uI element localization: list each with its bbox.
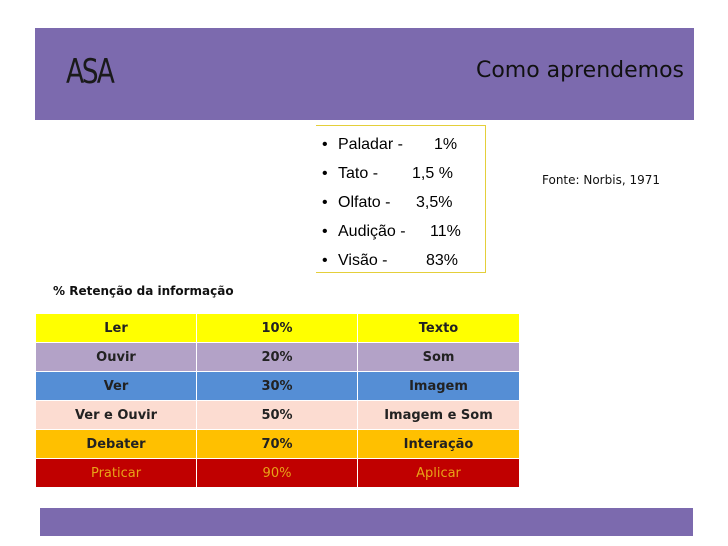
activity-cell: Ler — [36, 314, 197, 343]
result-cell: Som — [358, 343, 520, 372]
sense-pct: 1,5 % — [412, 159, 453, 188]
table-row: Ler 10% Texto — [36, 314, 520, 343]
percent-cell: 90% — [197, 459, 358, 488]
result-cell: Imagem e Som — [358, 401, 520, 430]
table-row: Praticar 90% Aplicar — [36, 459, 520, 488]
table-row: Ver e Ouvir 50% Imagem e Som — [36, 401, 520, 430]
percent-cell: 70% — [197, 430, 358, 459]
activity-cell: Ver — [36, 372, 197, 401]
activity-cell: Praticar — [36, 459, 197, 488]
sense-name: Paladar - — [338, 130, 403, 159]
percent-cell: 20% — [197, 343, 358, 372]
footer-band — [40, 508, 693, 536]
senses-list-box: • Paladar -1% • Tato -1,5 % • Olfato -3,5% … — [316, 125, 486, 273]
result-cell: Imagem — [358, 372, 520, 401]
sense-pct: 1% — [434, 130, 457, 159]
table-row: Debater 70% Interação — [36, 430, 520, 459]
table-row: Ouvir 20% Som — [36, 343, 520, 372]
page-title: Como aprendemos — [476, 58, 684, 83]
sense-pct: 3,5% — [416, 188, 452, 217]
activity-cell: Debater — [36, 430, 197, 459]
table-caption: % Retenção da informação — [53, 284, 234, 298]
sense-item-tato: • Tato -1,5 % — [322, 159, 485, 188]
sense-name: Audição - — [338, 217, 406, 246]
sense-item-audicao: • Audição -11% — [322, 217, 485, 246]
source-citation: Fonte: Norbis, 1971 — [542, 173, 660, 187]
result-cell: Aplicar — [358, 459, 520, 488]
sense-name: Olfato - — [338, 188, 390, 217]
sense-pct: 11% — [430, 217, 461, 246]
activity-cell: Ver e Ouvir — [36, 401, 197, 430]
percent-cell: 10% — [197, 314, 358, 343]
senses-list: • Paladar -1% • Tato -1,5 % • Olfato -3,5% … — [316, 126, 485, 275]
result-cell: Texto — [358, 314, 520, 343]
percent-cell: 50% — [197, 401, 358, 430]
sense-name: Tato - — [338, 159, 378, 188]
retention-table: Ler 10% Texto Ouvir 20% Som Ver 30% Imag… — [35, 313, 520, 488]
table-row: Ver 30% Imagem — [36, 372, 520, 401]
result-cell: Interação — [358, 430, 520, 459]
activity-cell: Ouvir — [36, 343, 197, 372]
sense-item-olfato: • Olfato -3,5% — [322, 188, 485, 217]
logo: ASA — [66, 52, 113, 92]
sense-item-visao: • Visão -83% — [322, 246, 485, 275]
percent-cell: 30% — [197, 372, 358, 401]
sense-pct: 83% — [426, 246, 458, 275]
sense-name: Visão - — [338, 246, 388, 275]
sense-item-paladar: • Paladar -1% — [322, 130, 485, 159]
